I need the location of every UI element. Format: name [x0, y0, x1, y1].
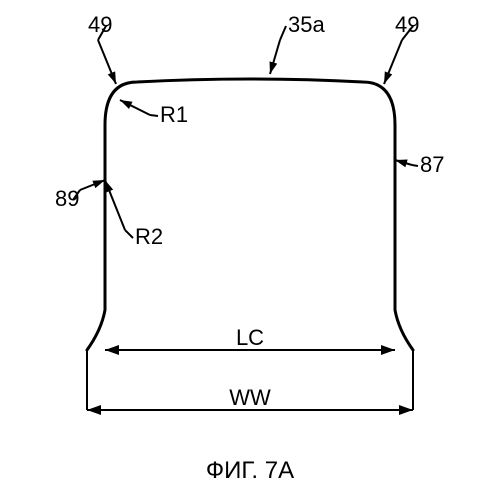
- leader-arrowhead: [92, 180, 105, 188]
- leader-arrowhead: [120, 100, 133, 109]
- arrowhead: [87, 405, 101, 415]
- arrowhead: [399, 405, 413, 415]
- leader-arrowhead: [108, 71, 116, 84]
- callout-label-R1: R1: [160, 102, 188, 127]
- callout-label-35a: 35a: [288, 12, 325, 37]
- callout-label-89: 89: [55, 186, 79, 211]
- figure-caption: ФИГ. 7A: [206, 457, 294, 484]
- leader-tail-R2: [125, 230, 133, 238]
- leader-arrowhead: [384, 71, 392, 84]
- leader-tail-87: [412, 165, 418, 166]
- callout-label-87: 87: [420, 152, 444, 177]
- arrowhead: [381, 345, 395, 355]
- dim-label-ww: WW: [229, 385, 271, 410]
- dim-label-lc: LC: [236, 325, 264, 350]
- figure-7a: LC WW 87 89 49 35a 49 R1 R2 ФИГ. 7A: [0, 0, 500, 500]
- leader-arrowhead: [270, 61, 278, 74]
- leader-arrowhead: [105, 180, 113, 193]
- leader-tail-R1: [150, 115, 158, 116]
- callout-label-49_left: 49: [88, 12, 112, 37]
- profile-outline: [87, 79, 413, 350]
- arrowhead: [105, 345, 119, 355]
- callout-label-R2: R2: [135, 224, 163, 249]
- leader-tail-35a: [280, 26, 286, 40]
- callout-label-49_right: 49: [395, 12, 419, 37]
- leader-arrowhead: [395, 160, 408, 168]
